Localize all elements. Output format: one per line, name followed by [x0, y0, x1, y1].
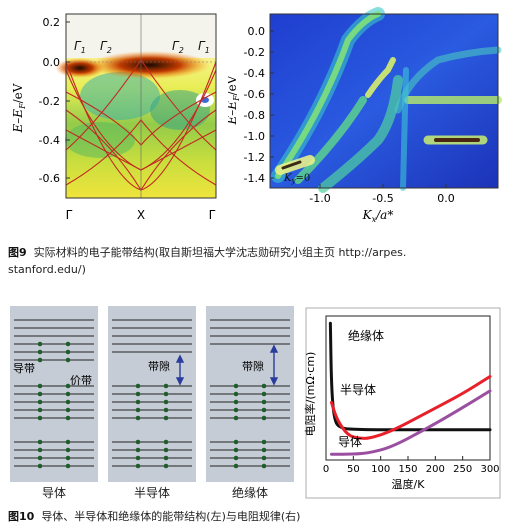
x-tick-label: 150: [398, 464, 417, 475]
fig9-right-xtick: 0.0: [437, 192, 455, 205]
fig9-right-arpes-plot: 0.0 -0.2 -0.4 -0.6 -0.8 -1.0 -1.2 -1.4 E…: [228, 7, 502, 224]
fig10-band-panels: 导带 价带 带隙 带隙: [10, 306, 294, 482]
fig9-right-ytick: -0.6: [244, 88, 265, 101]
fig9-right-xtick: -1.0: [309, 192, 330, 205]
x-tick-label: 0: [323, 464, 329, 475]
fig9-left-ytick: -0.2: [39, 95, 60, 108]
fig9-right-annotation: Ky=0: [283, 173, 310, 185]
panel-label-semiconductor: 半导体: [133, 486, 170, 500]
fig9-left-ytick: 0.0: [43, 56, 61, 69]
x-tick-label: 300: [480, 464, 499, 475]
fig9-right-ytick: -0.8: [244, 109, 265, 122]
fig10-number: 图10: [8, 510, 35, 523]
x-tick-label: 50: [347, 464, 360, 475]
fig9-gamma-tag: Γ2: [100, 39, 112, 55]
x-tick-label: 200: [426, 464, 445, 475]
fig9-gamma-tag: Γ2: [172, 39, 184, 55]
series-label-conductor: 导体: [338, 435, 362, 449]
series-line-2: [329, 389, 492, 456]
fig9-right-ytick: 0.0: [248, 25, 266, 38]
fig10-resistivity-chart: 电阻率/(mΩ·cm) 0 50 100 150 200 250 300 绝缘体 半导体 导…: [303, 307, 501, 499]
electron-dots: [37, 341, 267, 469]
fig9-gamma-tag: Γ1: [198, 39, 210, 55]
series-line-0: [328, 321, 492, 432]
fig9-left-ytick: -0.6: [39, 172, 60, 185]
fig9-number: 图9: [8, 246, 27, 259]
fig9-left-xtick: Γ: [66, 208, 73, 222]
fig9-right-ytick: -1.4: [244, 172, 265, 185]
chart-ylabel: 电阻率/(mΩ·cm): [303, 352, 317, 437]
fig9-right-ytick: -1.0: [244, 130, 265, 143]
fig9-left-ytick: 0.2: [43, 16, 61, 29]
fig9-right-ytick: -0.2: [244, 46, 265, 59]
chart-xlabel: 温度/K: [392, 477, 426, 491]
x-tick-label: 250: [453, 464, 472, 475]
label-conduction-band: 导带: [13, 362, 35, 375]
fig9-left-xtick: X: [137, 208, 145, 222]
fig9-left-ytick: -0.4: [39, 134, 60, 147]
fig9-left-ylabel: E–EF/eV: [11, 83, 27, 133]
fig9-right-ytick: -0.4: [244, 67, 265, 80]
x-tick-label: 100: [371, 464, 390, 475]
gap-arrows: [175, 344, 279, 386]
fig9-right-xlabel: Kx/a*: [362, 208, 394, 224]
fig9-right-xtick: -0.5: [372, 192, 393, 205]
fig9-right-ytick: -1.2: [244, 151, 265, 164]
fig9-caption-cont: stanford.edu/): [8, 263, 86, 276]
label-gap-semiconductor: 带隙: [148, 359, 170, 373]
fig9-gamma-tag: Γ1: [74, 39, 86, 55]
fig10-caption-text: 导体、半导体和绝缘体的能带结构(左)与电阻规律(右): [41, 510, 301, 523]
panel-label-conductor: 导体: [41, 486, 66, 500]
series-label-semiconductor: 半导体: [340, 383, 376, 397]
fig9-caption-text: 实际材料的电子能带结构(取自斯坦福大学沈志勋研究小组主页 http://arpe…: [33, 246, 407, 259]
series-label-insulator: 绝缘体: [348, 328, 384, 343]
fig9-left-band-plot: 0.2 0.0 -0.2 -0.4 -0.6 E–EF/eV Γ X Γ Γ1 …: [11, 13, 217, 222]
fig9-left-xtick: Γ: [209, 208, 216, 222]
panel-label-insulator: 绝缘体: [231, 486, 268, 500]
series-line-1: [329, 374, 492, 440]
fig9-caption: 图9 实际材料的电子能带结构(取自斯坦福大学沈志勋研究小组主页 http://a…: [8, 244, 504, 278]
fig10-caption: 图10 导体、半导体和绝缘体的能带结构(左)与电阻规律(右): [8, 508, 504, 525]
fig9-right-ylabel: E–EF/eV: [228, 75, 241, 125]
label-gap-insulator: 带隙: [242, 359, 264, 373]
label-valence-band: 价带: [70, 374, 92, 387]
